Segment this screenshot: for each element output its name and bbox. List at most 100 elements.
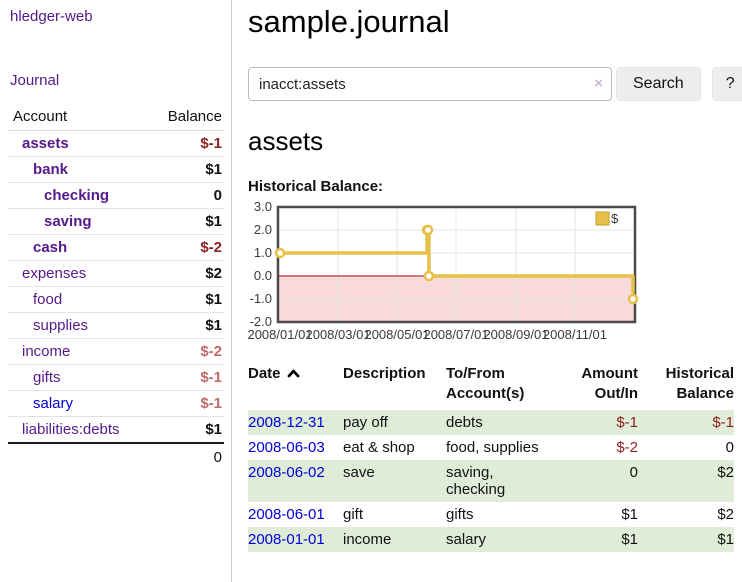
historical-balance-chart: $3.0 2.0 1.0 0.0 -1.0 -2.02008/01/012008/03/0… [247, 199, 639, 342]
register-accounts-cell: saving, checking [446, 464, 506, 498]
account-link[interactable]: cash [33, 239, 68, 256]
register-accounts-cell: debts [446, 414, 483, 431]
help-button[interactable]: ? [711, 67, 742, 101]
svg-text:2008/11/01: 2008/11/01 [543, 327, 607, 342]
svg-text:2008/07/01: 2008/07/01 [423, 327, 488, 342]
register-date-cell: 2008-06-02 [248, 460, 343, 502]
account-row: liabilities:debts $1 [8, 416, 224, 444]
account-balance: $-2 [151, 338, 224, 365]
register-header-row: Date Description To/From Account(s) Amou… [248, 362, 734, 410]
app-title: hledger-web [10, 8, 231, 25]
svg-text:2008/05/01: 2008/05/01 [364, 327, 429, 342]
chart-container: $3.0 2.0 1.0 0.0 -1.0 -2.0 2008/01/01 2008/03/0… [247, 199, 734, 349]
register-row: 2008-06-01 gift gifts $1 $2 [248, 502, 734, 527]
balance-column-header: Balance [151, 103, 224, 131]
svg-text:3.0: 3.0 [254, 199, 272, 214]
transaction-date-link[interactable]: 2008-12-31 [248, 414, 325, 431]
app-title-link[interactable]: hledger-web [10, 8, 93, 25]
register-amount-cell: $1 [621, 531, 638, 548]
account-link[interactable]: supplies [33, 317, 89, 334]
account-row: gifts $-1 [8, 364, 224, 391]
account-row: salary $-1 [8, 390, 224, 417]
register-amount-cell: $-1 [616, 414, 638, 431]
register-balance-cell: $1 [717, 531, 734, 548]
description-column-header: Description [343, 365, 426, 382]
account-row: supplies $1 [8, 312, 224, 339]
account-balance: $-1 [151, 364, 224, 391]
balance-column-header: Historical Balance [665, 365, 734, 402]
account-balance: $-1 [151, 130, 224, 157]
register-accounts-cell: food, supplies [446, 439, 539, 456]
svg-text:2008/09/01: 2008/09/01 [483, 327, 548, 342]
register-date-cell: 2008-06-01 [248, 502, 343, 527]
search-button[interactable]: Search [616, 67, 701, 101]
account-balance-table: Account Balance assets $-1 bank $1 checking 0… [8, 103, 224, 471]
svg-text:2008/01/01: 2008/01/01 [247, 327, 312, 342]
account-total-row: 0 [8, 443, 224, 471]
account-balance: $1 [151, 416, 224, 444]
register-balance-cell: 0 [725, 439, 734, 456]
account-balance: 0 [151, 182, 224, 209]
account-balance: $-1 [151, 390, 224, 417]
main-content: sample.journal × Search ? assets Histori… [233, 0, 742, 552]
register-row: 2008-06-03 eat & shop food, supplies $-2 0 [248, 435, 734, 460]
transaction-date-link[interactable]: 2008-06-01 [248, 506, 325, 523]
clear-search-icon[interactable]: × [594, 75, 603, 92]
register-date-cell: 2008-12-31 [248, 410, 343, 435]
amount-column-header: Amount Out/In [581, 365, 638, 402]
search-input[interactable] [248, 67, 612, 101]
account-rows: assets $-1 bank $1 checking 0 saving $1 cash $-2 e… [8, 130, 224, 444]
account-balance: $1 [151, 312, 224, 339]
register-balance-cell: $2 [717, 464, 734, 481]
register-date-cell: 2008-06-03 [248, 435, 343, 460]
svg-text:1.0: 1.0 [254, 245, 272, 260]
transaction-date-link[interactable]: 2008-06-02 [248, 464, 325, 481]
sort-ascending-icon [287, 369, 299, 378]
register-balance-cell: $2 [717, 506, 734, 523]
transaction-date-link[interactable]: 2008-06-03 [248, 439, 325, 456]
account-row: income $-2 [8, 338, 224, 365]
accounts-column-header: To/From Account(s) [446, 365, 525, 402]
register-row: 2008-12-31 pay off debts $-1 $-1 [248, 410, 734, 435]
transaction-date-link[interactable]: 2008-01-01 [248, 531, 325, 548]
register-row: 2008-06-02 save saving, checking 0 $2 [248, 460, 734, 502]
account-link[interactable]: food [33, 291, 63, 308]
account-link[interactable]: bank [33, 161, 69, 178]
account-balance: $-2 [151, 234, 224, 261]
register-row: 2008-01-01 income salary $1 $1 [248, 527, 734, 552]
svg-text:0.0: 0.0 [254, 268, 272, 283]
account-row: saving $1 [8, 208, 224, 235]
account-row: bank $1 [8, 156, 224, 183]
register-accounts-cell: salary [446, 531, 487, 548]
account-total-balance: 0 [213, 449, 222, 466]
register-date-cell: 2008-01-01 [248, 527, 343, 552]
account-link[interactable]: saving [44, 213, 92, 230]
account-link[interactable]: assets [22, 135, 69, 152]
account-link[interactable]: liabilities:debts [22, 421, 120, 438]
account-row: cash $-2 [8, 234, 224, 261]
register-rows: 2008-12-31 pay off debts $-1 $-1 2008-06-03 ea… [248, 410, 734, 552]
sidebar-item-journal[interactable]: Journal [10, 72, 60, 89]
chart-heading: Historical Balance: [248, 178, 384, 195]
search-form: × Search ? [248, 67, 742, 101]
account-link[interactable]: expenses [22, 265, 87, 282]
register-description-cell: gift [343, 506, 364, 523]
account-link[interactable]: gifts [33, 369, 61, 386]
register-amount-cell: $1 [621, 506, 638, 523]
account-row: assets $-1 [8, 130, 224, 157]
account-balance: $2 [151, 260, 224, 287]
account-balance: $1 [151, 208, 224, 235]
register-accounts-cell: gifts [446, 506, 474, 523]
account-link[interactable]: salary [33, 395, 74, 412]
account-row: food $1 [8, 286, 224, 313]
account-heading: assets [248, 126, 324, 156]
register-amount-cell: 0 [629, 464, 638, 481]
account-link[interactable]: checking [44, 187, 110, 204]
account-row: checking 0 [8, 182, 224, 209]
account-link[interactable]: income [22, 343, 71, 360]
svg-text:-2.0: -2.0 [250, 314, 272, 329]
date-column-header[interactable]: Date [248, 362, 343, 410]
account-column-header: Account [8, 103, 152, 131]
register-table: Date Description To/From Account(s) Amou… [248, 362, 734, 552]
account-balance: $1 [151, 286, 224, 313]
